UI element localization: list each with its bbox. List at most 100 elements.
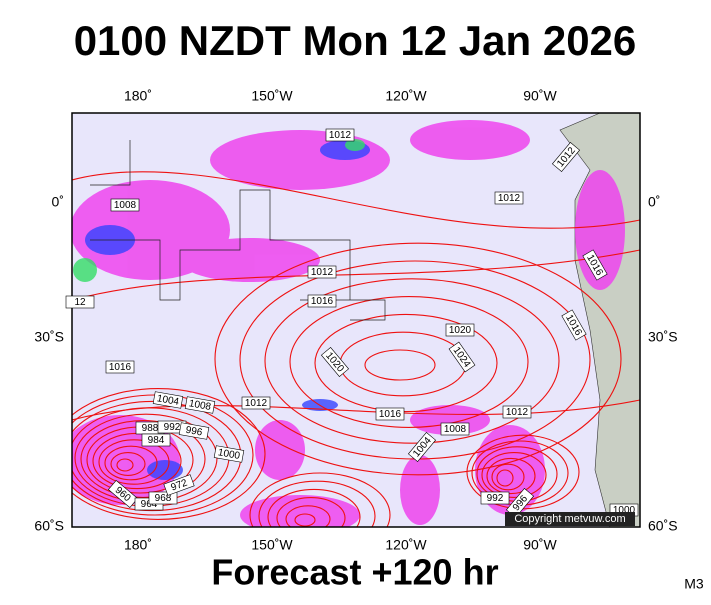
isobar-label: 964 — [141, 499, 158, 510]
isobar-label-group: 1000 — [213, 445, 245, 463]
lat-label: 60˚S — [648, 518, 678, 534]
isobar-label: 1012 — [498, 193, 521, 204]
isobar — [314, 313, 498, 413]
isobar-label: 968 — [155, 493, 172, 504]
isobar-label-group: 972 — [163, 474, 195, 496]
isobar — [486, 457, 536, 495]
isobar-label-group: 984 — [141, 433, 171, 447]
isobar — [80, 420, 206, 498]
isobar-label: 1016 — [311, 296, 334, 307]
isobar-label: 988 — [142, 423, 159, 434]
isobar-label: 1000 — [217, 447, 241, 462]
isobar — [116, 458, 134, 472]
isobar-label-group: 992 — [480, 491, 510, 505]
isobar-label-box — [148, 491, 178, 505]
isobar-label-group: 1020 — [445, 323, 475, 337]
isobar-label: 992 — [487, 493, 504, 504]
isobar-label-box — [445, 323, 475, 337]
isobar-label: 1016 — [109, 362, 132, 373]
isobar — [294, 513, 316, 527]
isobar — [276, 497, 346, 527]
isobar-label-group: 1012 — [241, 396, 271, 410]
isobar-label: 1008 — [444, 424, 467, 435]
isobar — [496, 469, 514, 487]
isobar-label-box — [152, 391, 184, 409]
isobar-label-box — [325, 128, 355, 142]
isobar — [214, 242, 622, 476]
isobar-label-group: 1012 — [502, 405, 532, 419]
isobar-label-box — [582, 249, 608, 281]
isobar-label-group: 996 — [178, 422, 210, 440]
copyright: Copyright metvuw.com — [514, 513, 625, 525]
isobar — [267, 488, 361, 527]
isobar-label: 1016 — [379, 409, 402, 420]
isobar-label-box — [110, 198, 140, 212]
isobar-label-box — [107, 479, 139, 509]
isobar-label: 992 — [164, 422, 181, 433]
isobar-label-box — [163, 474, 195, 496]
isobar — [104, 445, 158, 481]
lat-label: 30˚S — [34, 329, 64, 345]
isobar-label: 1020 — [449, 325, 472, 336]
lon-label: 90˚W — [523, 537, 557, 553]
lon-label: 150˚W — [251, 88, 293, 104]
isobar-label-box — [307, 265, 337, 279]
isobar-label: 984 — [148, 435, 165, 446]
isobar — [110, 452, 146, 476]
forecast-label: Forecast +120 hr — [211, 552, 498, 593]
isobar — [491, 463, 525, 491]
isobar-label-box — [375, 407, 405, 421]
lon-label: 180˚ — [124, 88, 152, 104]
isobar — [72, 249, 640, 301]
lat-label: 0˚ — [648, 194, 660, 210]
isobar-label-group: 1008 — [440, 422, 470, 436]
model-label: M3 — [684, 576, 704, 592]
isobar-label-box — [448, 341, 476, 373]
map-frame — [71, 112, 641, 528]
isobar — [72, 388, 266, 520]
isobar — [481, 452, 547, 498]
isobar — [364, 349, 436, 381]
isobar-label-group: 1008 — [110, 198, 140, 212]
isobar — [285, 505, 331, 527]
isobar-label-box — [440, 422, 470, 436]
lon-label: 150˚W — [251, 537, 293, 553]
isobar — [72, 171, 640, 229]
lon-label: 120˚W — [385, 537, 427, 553]
isobar-label-box — [241, 396, 271, 410]
isobar-label: 1012 — [245, 398, 268, 409]
isobar-label-box — [307, 294, 337, 308]
isobar-label-box — [502, 405, 532, 419]
isobar-label: 1012 — [311, 267, 334, 278]
isobar — [249, 472, 391, 527]
isobar — [98, 439, 170, 485]
isobar-label-group: 1012 — [307, 265, 337, 279]
isobar-label-group: 968 — [148, 491, 178, 505]
isobar — [289, 296, 529, 428]
lat-label: 30˚S — [648, 329, 678, 345]
map-area — [72, 113, 640, 527]
isobar-label-box — [561, 309, 587, 341]
title: 0100 NZDT Mon 12 Jan 2026 — [74, 17, 637, 64]
isobar-label-box — [494, 191, 524, 205]
isobar-label: 1008 — [114, 200, 137, 211]
isobar-label-group: 1004 — [152, 391, 184, 409]
isobar-label-box — [480, 491, 510, 505]
lon-label: 90˚W — [523, 88, 557, 104]
isobar-label-group: 12 — [65, 295, 95, 309]
isobar-label-box — [65, 295, 95, 309]
lat-label: 0˚ — [52, 194, 64, 210]
isobar — [72, 399, 640, 421]
isobar-label-box — [105, 360, 135, 374]
isobar-label-box — [141, 433, 171, 447]
isobar-label-box — [213, 445, 245, 463]
isobar-label: 1008 — [188, 398, 212, 413]
lat-label: 60˚S — [34, 518, 64, 534]
isobar-label-box — [320, 346, 350, 378]
isobar-label-box — [407, 431, 437, 463]
isobar-label: 1004 — [156, 393, 180, 408]
copyright-box — [505, 512, 635, 526]
isobar-label-group: 1016 — [375, 407, 405, 421]
isobar-label-group: 1016 — [105, 360, 135, 374]
lon-label: 180˚ — [124, 537, 152, 553]
